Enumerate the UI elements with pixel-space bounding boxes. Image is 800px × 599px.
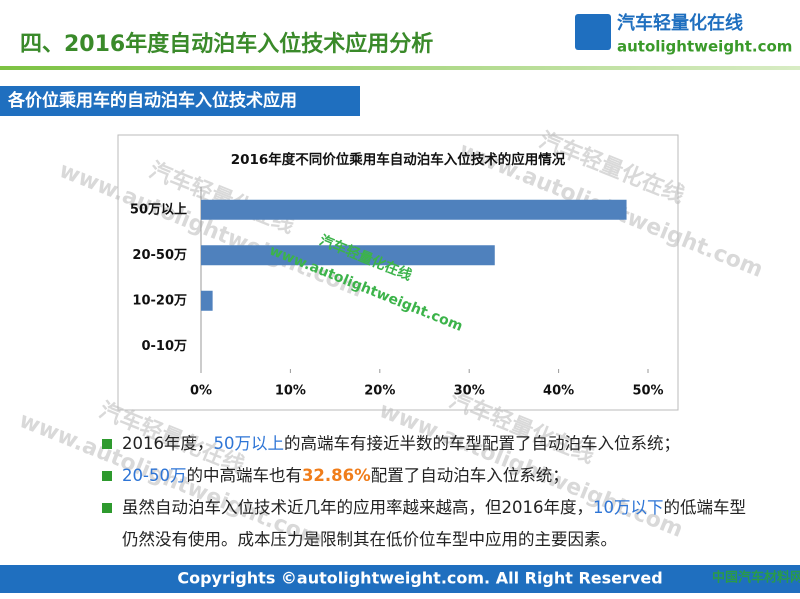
bullet-text: 50万以上 <box>213 434 285 453</box>
bullet-text: 2016年度， <box>122 434 214 453</box>
bullet: 20-50万的中高端车也有32.86%配置了自动泊车入位系统； <box>100 460 750 492</box>
title-rule <box>0 66 800 70</box>
bullet-text: 20-50万 <box>122 466 187 485</box>
footer-bar <box>0 565 800 593</box>
footer: Copyrights ©autolightweight.com. All Rig… <box>177 569 662 588</box>
y-tick-label: 0-10万 <box>141 339 187 354</box>
bar <box>201 290 213 311</box>
bar <box>201 199 627 220</box>
section-title: 各价位乘用车的自动泊车入位技术应用 <box>7 90 297 111</box>
bullet-text: 的低端车型仍然没有使用。成本压力是限制其在低价位车型中应用的主要因素。 <box>122 498 746 549</box>
section-bar <box>0 86 360 116</box>
x-tick-label: 20% <box>364 384 395 399</box>
x-tick-label: 40% <box>543 384 574 399</box>
x-tick-label: 30% <box>454 384 485 399</box>
bar <box>201 245 495 266</box>
y-tick-label: 20-50万 <box>132 248 187 263</box>
y-tick-label: 50万以上 <box>130 202 187 217</box>
logo-url: autolightweight.com <box>617 38 792 56</box>
bullet-text: 虽然自动泊车入位技术近几年的应用率越来越高，但2016年度， <box>122 498 593 517</box>
y-tick-label: 10-20万 <box>132 293 187 308</box>
chart-frame <box>117 134 679 411</box>
bullet-text: 配置了自动泊车入位系统； <box>370 466 569 485</box>
logo-name: 汽车轻量化在线 <box>617 12 743 34</box>
x-tick-label: 50% <box>632 384 663 399</box>
bullet: 虽然自动泊车入位技术近几年的应用率越来越高，但2016年度，10万以下的低端车型… <box>100 492 750 556</box>
x-tick-label: 10% <box>275 384 306 399</box>
logo-icon <box>575 14 611 50</box>
bullet: 2016年度，50万以上的高端车有接近半数的车型配置了自动泊车入位系统； <box>100 428 750 460</box>
bullet-text: 32.86% <box>301 466 371 485</box>
bullet-text: 的中高端车也有 <box>186 466 302 485</box>
chart-title: 2016年度不同价位乘用车自动泊车入位技术的应用情况 <box>231 151 566 168</box>
x-tick-label: 0% <box>190 384 212 399</box>
corner-logo: 中国汽车材料网 <box>712 570 800 586</box>
page-title: 四、2016年度自动泊车入位技术应用分析 <box>20 31 433 57</box>
bullet-list: 2016年度，50万以上的高端车有接近半数的车型配置了自动泊车入位系统； 20-5… <box>100 428 750 556</box>
bullet-text: 的高端车有接近半数的车型配置了自动泊车入位系统； <box>284 434 680 453</box>
bullet-text: 10万以下 <box>593 498 664 517</box>
